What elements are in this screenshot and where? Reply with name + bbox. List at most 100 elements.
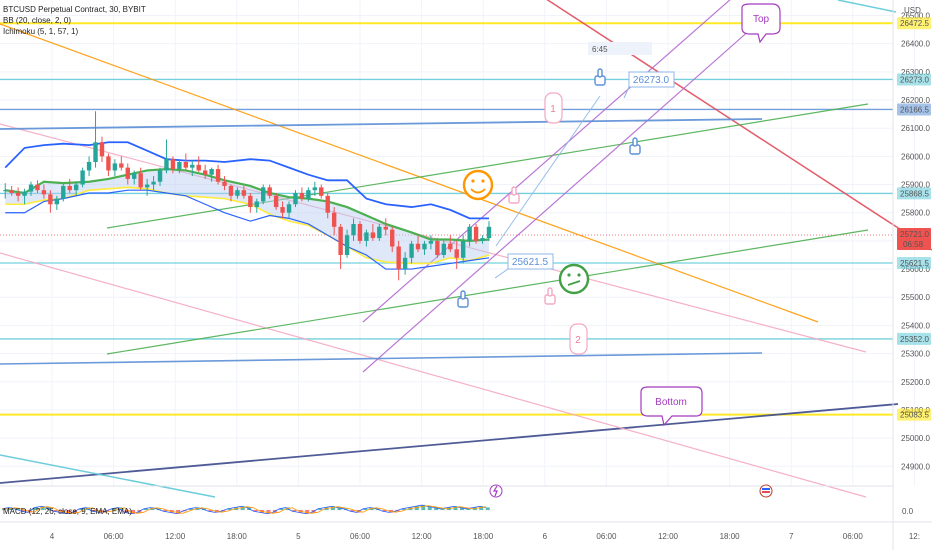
macd-histogram-bar xyxy=(189,508,194,510)
candle-body xyxy=(183,162,189,168)
candle-body xyxy=(299,192,305,199)
candle-body xyxy=(370,232,376,239)
candle-body xyxy=(364,232,369,241)
price-tick-label: 25900.0 xyxy=(901,181,930,190)
candle-body xyxy=(254,201,259,208)
price-tick-label: 25600.0 xyxy=(901,265,930,274)
macd-histogram-bar xyxy=(2,508,6,510)
macd-histogram-bar xyxy=(34,507,39,510)
time-tick-label: 12:00 xyxy=(165,532,186,541)
current-price-text: 25721.0 xyxy=(900,230,929,239)
time-tick-label: 18:00 xyxy=(720,532,741,541)
macd-histogram-bar xyxy=(66,510,71,514)
currency-label[interactable]: USD xyxy=(904,6,921,15)
candle-body xyxy=(215,169,221,182)
price-level-tag-text: 26166.5 xyxy=(900,105,929,114)
hand-up-icon-finger xyxy=(632,137,638,147)
candle-body xyxy=(125,167,130,179)
price-tick-label: 26400.0 xyxy=(901,40,930,49)
cyan-trendline-bottom xyxy=(0,454,216,498)
macd-histogram-bar xyxy=(485,507,490,510)
time-readout: 6:45 xyxy=(592,45,608,54)
candle-body xyxy=(409,243,414,258)
candle-body xyxy=(325,195,330,213)
candle-body xyxy=(460,240,466,258)
macd-histogram-bar xyxy=(92,510,97,512)
price-level-tag xyxy=(897,408,931,421)
price-callout-pointer xyxy=(623,86,630,99)
current-price-countdown: 06:58 xyxy=(903,240,924,249)
wave-label-text: 1 xyxy=(550,104,556,115)
cyan-trendline-top xyxy=(837,0,897,13)
macd-histogram-bar xyxy=(111,508,116,510)
candle-body xyxy=(396,246,401,270)
candle-body xyxy=(106,156,111,171)
price-callout-box xyxy=(507,253,554,270)
neutral-face-icon-eye xyxy=(577,273,581,277)
candle-body xyxy=(9,190,14,193)
candle-body xyxy=(331,212,337,227)
macd-histogram-bar xyxy=(459,507,464,510)
candle-body xyxy=(319,187,324,196)
time-tick-label: 12: xyxy=(909,532,920,541)
price-tick-label: 24900.0 xyxy=(901,462,930,471)
neutral-face-icon-eye xyxy=(567,273,571,277)
price-level-tag-text: 25868.5 xyxy=(900,189,929,198)
candle-body xyxy=(170,159,176,170)
macd-histogram-bar xyxy=(240,506,245,510)
price-axis-labels: 26472.5 26273.0 26166.5 25868.5 25621.5 25352… xyxy=(897,17,931,421)
macd-histogram-bar xyxy=(466,508,471,510)
time-tick-label: 18:00 xyxy=(227,532,248,541)
candle-body xyxy=(235,190,240,196)
candle-body xyxy=(248,195,253,208)
time-tick-label: 5 xyxy=(296,532,301,541)
orange-trendline xyxy=(0,23,819,323)
price-tick-label: 26100.0 xyxy=(901,124,930,133)
price-callout-text: 25621.5 xyxy=(512,257,549,268)
macd-histogram-bar xyxy=(401,508,406,510)
macd-histogram-bar xyxy=(305,510,310,514)
macd-axis-value: 0.0 xyxy=(902,507,914,516)
lightning-event-icon[interactable] xyxy=(489,484,503,498)
macd-histogram-bar xyxy=(427,506,432,510)
macd-histogram-bar xyxy=(279,508,284,510)
candle-body xyxy=(454,249,459,258)
blue-trendline-lower xyxy=(0,352,763,365)
candle-body xyxy=(435,240,440,255)
macd-histogram-bar xyxy=(176,510,181,514)
hand-up-icon-finger xyxy=(460,290,466,300)
candle-body xyxy=(80,170,85,185)
neutral-face-icon xyxy=(558,263,590,295)
candle-body xyxy=(73,184,79,191)
candle-body xyxy=(428,240,434,244)
bottom-bubble xyxy=(640,386,703,427)
candle-body xyxy=(280,207,285,213)
top-bubble xyxy=(741,3,781,44)
time-tick-label: 6 xyxy=(543,532,548,541)
macd-histogram-bar xyxy=(79,508,84,510)
candle-body xyxy=(99,142,105,157)
time-tick-label: 4 xyxy=(50,532,55,541)
bollinger-upper-band xyxy=(4,141,489,220)
horizontal-levels xyxy=(0,22,893,416)
price-level-tag-text: 25621.5 xyxy=(900,259,929,268)
macd-histogram-bar xyxy=(453,506,458,510)
smiley-icon-eye xyxy=(481,179,485,183)
price-tick-label: 26300.0 xyxy=(901,68,930,77)
candle-body xyxy=(202,170,208,175)
bollinger-lower-band xyxy=(5,189,490,270)
macd-label: MACD (12, 26, close, 9, EMA, EMA) xyxy=(3,507,132,516)
smiley-icon xyxy=(462,169,494,201)
flag-event-icon[interactable] xyxy=(759,484,773,498)
candle-body xyxy=(312,187,318,191)
price-callout-text: 26273.0 xyxy=(633,75,670,86)
ichimoku-legend: Ichimoku (5, 1, 57, 1) xyxy=(3,27,78,36)
time-readout-box xyxy=(588,42,652,55)
candle-body xyxy=(486,226,492,239)
candle-body xyxy=(377,226,382,239)
price-level-tag xyxy=(897,257,931,270)
candle-body xyxy=(164,159,169,171)
candle-body xyxy=(338,226,343,255)
